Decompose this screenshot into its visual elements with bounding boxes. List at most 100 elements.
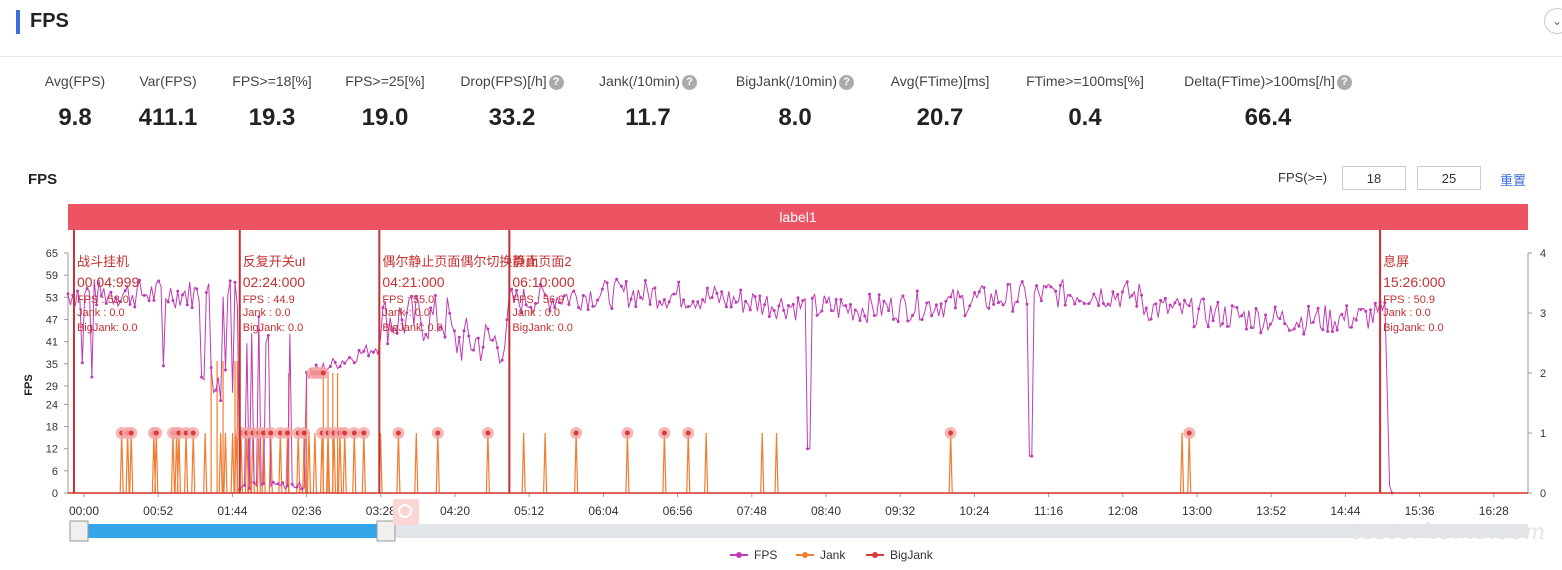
- fps-point: [429, 306, 433, 310]
- reset-button[interactable]: 重置: [1500, 173, 1527, 188]
- fps-point: [424, 332, 428, 336]
- x-tick-label: 13:00: [1182, 504, 1212, 518]
- legend-item[interactable]: FPS: [754, 548, 777, 562]
- fps-point: [624, 279, 628, 283]
- fps-point: [438, 325, 442, 329]
- help-icon[interactable]: ?: [839, 74, 855, 90]
- fps-point: [868, 292, 872, 296]
- fps-point: [276, 482, 280, 486]
- fps-point: [176, 289, 180, 293]
- fps-point: [1302, 332, 1306, 336]
- fps-point: [710, 295, 714, 299]
- x-tick-label: 12:08: [1108, 504, 1138, 518]
- fps-point: [992, 302, 996, 306]
- fps-point: [911, 313, 915, 317]
- legend-item[interactable]: Jank: [820, 548, 846, 562]
- fps-point: [672, 292, 676, 296]
- metric-value: 9.8: [58, 104, 92, 131]
- fps-point: [1092, 292, 1096, 296]
- fps-threshold-low-input[interactable]: [1342, 166, 1406, 190]
- marker-bigjank: BigJank: 0.0: [382, 322, 443, 334]
- fps-point: [1292, 327, 1296, 331]
- bigjank-point: [261, 430, 267, 436]
- fps-point: [1116, 292, 1120, 296]
- help-icon[interactable]: ?: [548, 74, 564, 90]
- marker-jank: Jank : 0.0: [382, 307, 430, 319]
- fps-point: [1216, 300, 1220, 304]
- label-band[interactable]: label1: [68, 204, 1528, 230]
- help-icon[interactable]: ?: [1336, 74, 1352, 90]
- fps-point: [715, 291, 719, 295]
- fps-point: [691, 299, 695, 303]
- fps-point: [1082, 301, 1086, 305]
- fps-point: [629, 297, 633, 301]
- help-icon[interactable]: ?: [681, 74, 697, 90]
- fps-point: [1001, 303, 1005, 307]
- fps-point: [534, 302, 538, 306]
- marker-bigjank: BigJank: 0.0: [512, 322, 573, 334]
- bigjank-point: [320, 370, 326, 376]
- legend-item[interactable]: BigJank: [890, 548, 934, 562]
- fps-point: [953, 306, 957, 310]
- fps-point: [190, 306, 194, 310]
- fps-point: [829, 309, 833, 313]
- fps-point: [290, 482, 294, 486]
- zoom-search-icon[interactable]: [393, 499, 419, 525]
- fps-point: [1230, 304, 1234, 308]
- fps-point: [820, 309, 824, 313]
- chevron-down-icon[interactable]: ⌄: [1544, 8, 1562, 34]
- fps-point: [1187, 304, 1191, 308]
- bigjank-point: [190, 430, 196, 436]
- y-tick-label: 35: [46, 359, 58, 371]
- chart-title: FPS: [28, 171, 58, 188]
- metric-value: 33.2: [488, 104, 536, 131]
- fps-point: [200, 375, 204, 379]
- metric-value: 20.7: [916, 104, 964, 131]
- fps-point: [1364, 309, 1368, 313]
- fps-point: [977, 290, 981, 294]
- y-tick-label: 65: [46, 248, 58, 260]
- fps-point: [877, 293, 881, 297]
- fps-point: [524, 303, 528, 307]
- marker-title: 静止页面2: [512, 254, 571, 269]
- fps-point: [844, 304, 848, 308]
- fps-point: [791, 302, 795, 306]
- fps-point: [1273, 305, 1277, 309]
- metric-label: FPS>=25[%]: [285, 70, 485, 92]
- fps-point: [510, 287, 514, 291]
- fps-point: [1149, 317, 1153, 321]
- bigjank-point: [395, 430, 401, 436]
- fps-point: [810, 296, 814, 300]
- marker-time: 04:21:000: [382, 274, 444, 290]
- fps-point: [462, 329, 466, 333]
- fps-point: [457, 335, 461, 339]
- legend-swatch-dot: [736, 552, 742, 558]
- fps-point: [944, 299, 948, 303]
- fps-point: [1221, 322, 1225, 326]
- fps-point: [109, 290, 113, 294]
- fps-point: [1268, 322, 1272, 326]
- fps-point: [825, 300, 829, 304]
- y-tick-label: 18: [46, 422, 58, 434]
- fps-point: [1297, 324, 1301, 328]
- zoom-handle-right[interactable]: [376, 520, 396, 542]
- fps-threshold-high-input[interactable]: [1417, 166, 1481, 190]
- bigjank-point: [268, 430, 274, 436]
- fps-point: [777, 304, 781, 308]
- fps-point: [371, 350, 375, 354]
- metric-5: Jank(/10min)? 11.7: [548, 70, 748, 132]
- marker-bigjank: BigJank: 0.0: [243, 322, 304, 334]
- fps-point: [295, 485, 299, 489]
- fps-point: [1097, 304, 1101, 308]
- fps-point: [1159, 298, 1163, 302]
- fps-point: [1326, 329, 1330, 333]
- metric-0: Avg(FPS) 9.8: [0, 70, 175, 132]
- fps-point: [863, 314, 867, 318]
- fps-point: [939, 302, 943, 306]
- zoom-handle-left[interactable]: [69, 520, 89, 542]
- metric-label-text: Delta(FTime)>100ms[/h]: [1184, 73, 1335, 89]
- fps-point: [1144, 306, 1148, 310]
- jank-series-line: [68, 432, 1528, 494]
- fps-point: [467, 334, 471, 338]
- bigjank-point: [485, 430, 491, 436]
